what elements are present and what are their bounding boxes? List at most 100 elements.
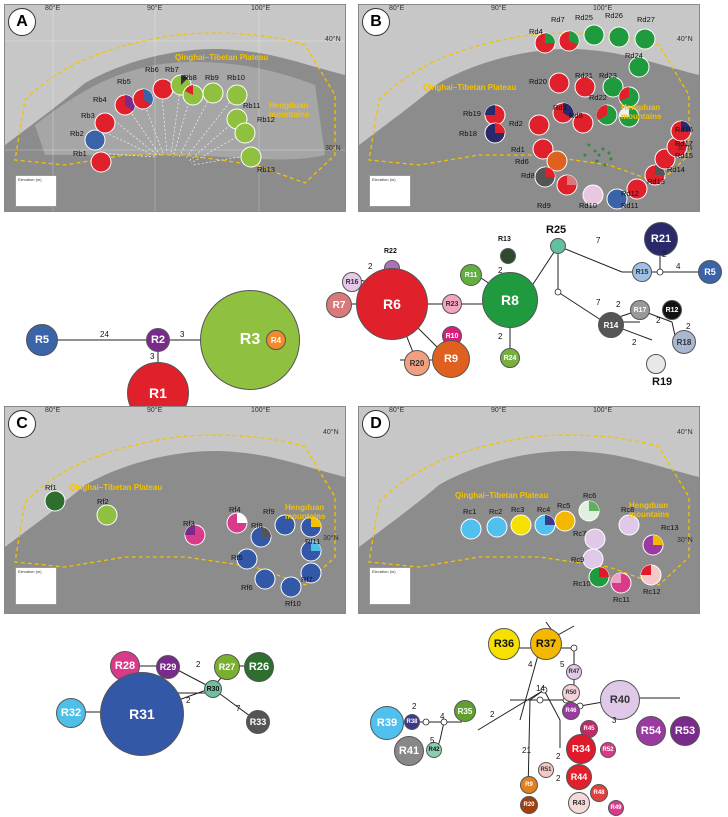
step-label: 2 — [556, 774, 561, 783]
site-label: Rf1 — [45, 483, 57, 492]
haplotype-label: R25 — [546, 224, 567, 236]
haplotype-node: R39 — [370, 706, 404, 740]
site-label: Rd25 — [575, 13, 593, 22]
haplotype-node: R16 — [342, 272, 362, 292]
haplotype-node: R37 — [530, 628, 562, 660]
site-label: Rc10 — [573, 579, 591, 588]
site-label: Rb19 — [463, 109, 481, 118]
tick-lon-100: 100°E — [251, 407, 271, 414]
site-label: Rc4 — [537, 505, 551, 514]
terrain-map-a — [5, 5, 345, 211]
site-label: Rd13 — [647, 177, 665, 186]
haplotype-node: R27 — [214, 654, 240, 680]
region-qtp-b: Qinghai–Tibetan Plateau — [423, 83, 517, 92]
step-label: 14 — [536, 684, 545, 693]
haplotype-label: R22 — [384, 248, 397, 255]
haplotype-node: R51 — [538, 762, 554, 778]
site-label: Rb11 — [243, 101, 261, 110]
region-hengduan-a1: Hengduan — [269, 101, 309, 110]
site-label: Rf11 — [305, 537, 321, 546]
panel-label-a: A — [8, 8, 36, 36]
site-label: Rb7 — [165, 65, 179, 74]
haplotype-node: R24 — [500, 348, 520, 368]
terrain-map-d — [359, 407, 699, 613]
haplotype-node: R52 — [600, 742, 616, 758]
haplotype-node: R30 — [204, 680, 222, 698]
site-label: Rc9 — [571, 555, 585, 564]
step-label: 2 — [616, 300, 621, 309]
haplotype-node: R53 — [670, 716, 700, 746]
terrain-map-b — [359, 5, 699, 211]
haplotype-node: R17 — [630, 300, 650, 320]
region-hengduan-c1: Hengduan — [285, 503, 325, 512]
site-label: Rd7 — [551, 15, 565, 24]
step-label: 24 — [100, 330, 109, 339]
tick-lon-80: 80°E — [45, 407, 61, 414]
site-label: Rb13 — [257, 165, 275, 174]
step-label: 21 — [522, 746, 531, 755]
sample-pies-d — [460, 500, 664, 594]
site-label: Rd17 — [675, 139, 693, 148]
haplotype-node: R38 — [404, 714, 420, 730]
step-label: 3 — [150, 352, 155, 361]
sample-pies-a — [84, 74, 262, 173]
haplotype-node: R43 — [568, 792, 590, 814]
site-label: Rf7 — [301, 575, 313, 584]
site-label: Rd2 — [509, 119, 523, 128]
site-label: Rc1 — [463, 507, 477, 516]
site-label: Rd21 — [575, 71, 593, 80]
haplotype-node: R47 — [566, 664, 582, 680]
step-label: 2 — [686, 322, 691, 331]
site-label: Rb9 — [205, 73, 219, 82]
haplotype-node: R18 — [672, 330, 696, 354]
step-label: 7 — [596, 236, 601, 245]
step-label: 4 — [440, 712, 445, 721]
tick-lon-90: 90°E — [491, 407, 507, 414]
site-label: Rc2 — [489, 507, 503, 516]
tick-lat-40: 40°N — [325, 36, 341, 43]
region-qtp-a: Qinghai–Tibetan Plateau — [175, 53, 269, 62]
site-label: Rb1 — [73, 149, 87, 158]
region-hengduan-c2: mountains — [285, 512, 326, 521]
elevation-legend-a: Elevation (m) — [15, 175, 57, 207]
haplotype-node: R50 — [562, 684, 580, 702]
step-label: 2 — [632, 338, 637, 347]
haplotype-node: R33 — [246, 710, 270, 734]
haplotype-node: R5 — [26, 324, 58, 356]
step-label: 4 — [528, 660, 533, 669]
haplotype-node: R12 — [662, 300, 682, 320]
elevation-legend-c: Elevation (m) — [15, 567, 57, 605]
step-label: 2 — [662, 250, 667, 259]
tick-lat-40: 40°N — [677, 429, 693, 436]
tick-lon-100: 100°E — [593, 5, 613, 12]
haplotype-node: R15 — [632, 262, 652, 282]
haplotype-label: R19 — [652, 376, 673, 388]
site-label: Rb8 — [183, 73, 197, 82]
site-label: Rf9 — [263, 507, 275, 516]
site-label: Rb5 — [117, 77, 131, 86]
site-label: Rb10 — [227, 73, 245, 82]
haplotype-node: R2 — [146, 328, 170, 352]
step-label: 3 — [612, 716, 617, 725]
step-label: 2 — [498, 266, 503, 275]
site-label: Rf10 — [285, 599, 301, 608]
site-label: Rd5 — [569, 111, 583, 120]
step-label: 5 — [430, 736, 435, 745]
panel-label-d: D — [362, 410, 390, 438]
site-label: Rc11 — [613, 595, 630, 604]
site-label: Rf3 — [183, 519, 195, 528]
panel-label-c: C — [8, 410, 36, 438]
step-label: 2 — [368, 262, 373, 271]
tick-lon-100: 100°E — [593, 407, 613, 414]
site-label: Rb18 — [459, 129, 477, 138]
step-label: 3 — [180, 330, 185, 339]
terrain-map-c — [5, 407, 345, 613]
haplotype-node: R44 — [566, 764, 592, 790]
site-label: Rc3 — [511, 505, 525, 514]
site-label: Rf2 — [97, 497, 109, 506]
haplotype-node: R34 — [566, 734, 596, 764]
site-label: Rd26 — [605, 11, 623, 20]
tick-lon-80: 80°E — [389, 5, 405, 12]
tick-lon-80: 80°E — [45, 5, 61, 12]
site-label: Rd20 — [529, 77, 547, 86]
